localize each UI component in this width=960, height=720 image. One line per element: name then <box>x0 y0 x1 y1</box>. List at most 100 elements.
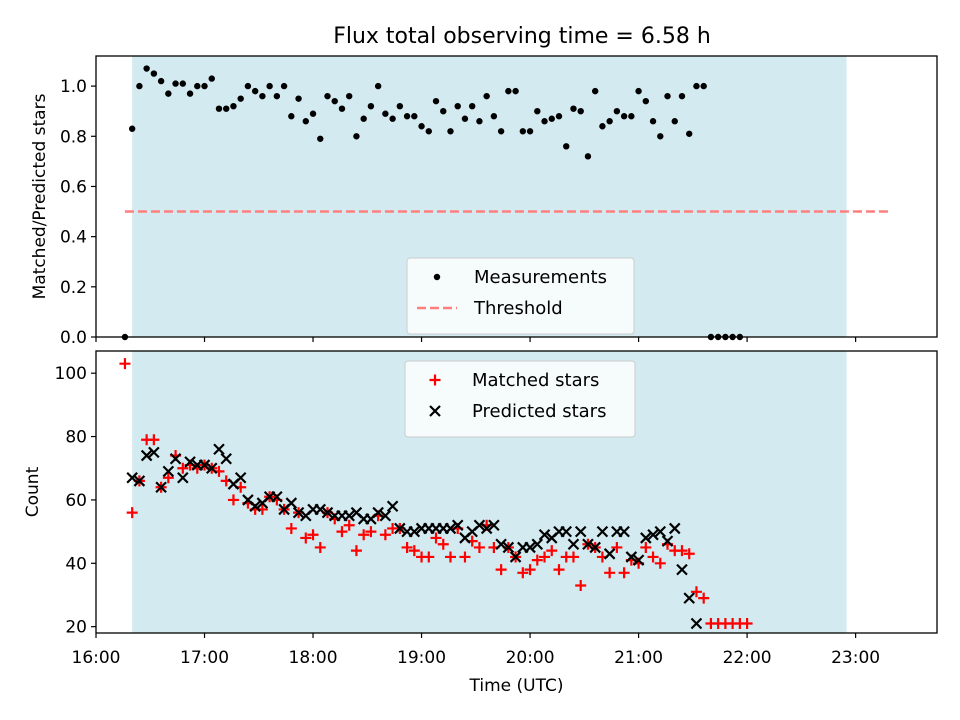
measurement-point <box>563 143 570 150</box>
measurement-point <box>447 128 454 135</box>
y-axis-label: Count <box>23 466 43 517</box>
x-tick-label: 16:00 <box>72 648 121 668</box>
measurement-point <box>157 77 165 85</box>
predicted-point <box>618 525 630 538</box>
bottom-panel: 20 40 60 80 100 16:00 17:00 18:00 19:00 20:00 21:0… <box>23 350 938 696</box>
measurement-point <box>259 92 266 100</box>
matched-point <box>640 541 652 553</box>
matched-point <box>618 567 630 579</box>
matched-point <box>698 592 710 604</box>
predicted-point <box>379 509 392 522</box>
x-tick-label: 20:00 <box>506 648 555 668</box>
measurement-point <box>346 92 353 100</box>
measurement-point <box>208 75 215 82</box>
measurement-point <box>165 90 172 97</box>
matched-point <box>423 551 435 563</box>
matched-point <box>119 358 131 370</box>
measurement-point <box>584 153 592 160</box>
predicted-point <box>495 538 507 551</box>
matched-point <box>227 494 239 506</box>
y-tick-label: 80 <box>65 428 87 448</box>
predicted-point <box>473 519 486 532</box>
predicted-point <box>343 509 355 522</box>
matched-point <box>604 567 616 579</box>
measurement-point <box>411 113 418 120</box>
predicted-point <box>205 462 218 475</box>
matched-point <box>408 545 420 557</box>
matched-point <box>365 526 377 538</box>
predicted-point <box>574 525 587 538</box>
measurement-point <box>613 107 621 115</box>
matched-point <box>524 564 536 576</box>
measurement-point <box>389 115 396 122</box>
predicted-point <box>184 456 196 468</box>
y-tick-label: 0.6 <box>60 177 87 197</box>
matched-point <box>654 557 666 569</box>
legend-marker <box>429 405 441 417</box>
predicted-point <box>647 528 659 541</box>
measurement-point <box>215 105 223 112</box>
x-tick-label: 21:00 <box>614 648 663 668</box>
predicted-point <box>488 519 500 532</box>
legend-label: Measurements <box>474 267 607 288</box>
x-tick-label: 18:00 <box>289 648 338 668</box>
predicted-point <box>502 541 515 554</box>
predicted-point <box>596 525 609 538</box>
measurement-point <box>251 87 259 95</box>
legend-label: Matched stars <box>472 370 599 391</box>
measurement-point <box>497 128 505 135</box>
predicted-point <box>177 471 189 484</box>
predicted-point <box>661 535 674 547</box>
axes-frame <box>95 350 938 634</box>
matched-point <box>495 564 507 576</box>
predicted-point <box>632 554 645 566</box>
measurement-point <box>237 95 244 102</box>
y-tick-label: 20 <box>65 618 87 638</box>
y-tick-label: 40 <box>65 554 87 574</box>
measurement-point <box>331 97 338 105</box>
measurement-point <box>230 102 237 110</box>
measurement-point <box>628 113 635 120</box>
x-tick-label: 17:00 <box>180 648 229 668</box>
legend: Measurements Threshold <box>406 257 635 335</box>
predicted-point <box>234 471 247 484</box>
measurement-point <box>223 105 230 112</box>
measurement-point <box>374 82 382 90</box>
x-tick-label: 22:00 <box>723 648 772 668</box>
measurement-point <box>468 102 476 110</box>
matched-point <box>350 545 362 557</box>
measurement-point <box>649 118 657 125</box>
predicted-point <box>690 617 703 630</box>
measurement-point <box>338 105 346 112</box>
measurement-point <box>324 92 331 100</box>
chart-title: Flux total observing time = 6.58 h <box>333 24 711 49</box>
matched-point <box>285 522 297 534</box>
matched-point <box>379 529 391 541</box>
matched-point <box>517 567 529 579</box>
measurement-point <box>693 82 700 90</box>
measurement-point <box>273 92 281 100</box>
legend-marker <box>433 273 441 281</box>
predicted-point <box>140 449 153 462</box>
measurement-point <box>128 125 136 132</box>
matched-point <box>531 554 543 566</box>
measurement-point <box>288 113 295 120</box>
measurement-point <box>461 115 469 122</box>
predicted-point <box>567 538 580 551</box>
predicted-point <box>408 525 421 538</box>
measurement-point <box>425 128 432 135</box>
matched-point <box>683 548 695 560</box>
y-tick-label: 60 <box>65 491 87 511</box>
axes-frame <box>95 55 938 338</box>
matched-point <box>343 519 355 531</box>
matched-point <box>647 551 659 563</box>
measurement-point <box>382 110 389 117</box>
legend-label: Threshold <box>473 298 563 319</box>
legend-box <box>406 257 635 335</box>
matched-point <box>539 551 551 563</box>
measurement-point <box>548 115 555 122</box>
x-tick-label: 19:00 <box>397 648 446 668</box>
predicted-point <box>155 481 167 494</box>
measurement-point <box>476 118 483 125</box>
predicted-point <box>509 551 522 563</box>
